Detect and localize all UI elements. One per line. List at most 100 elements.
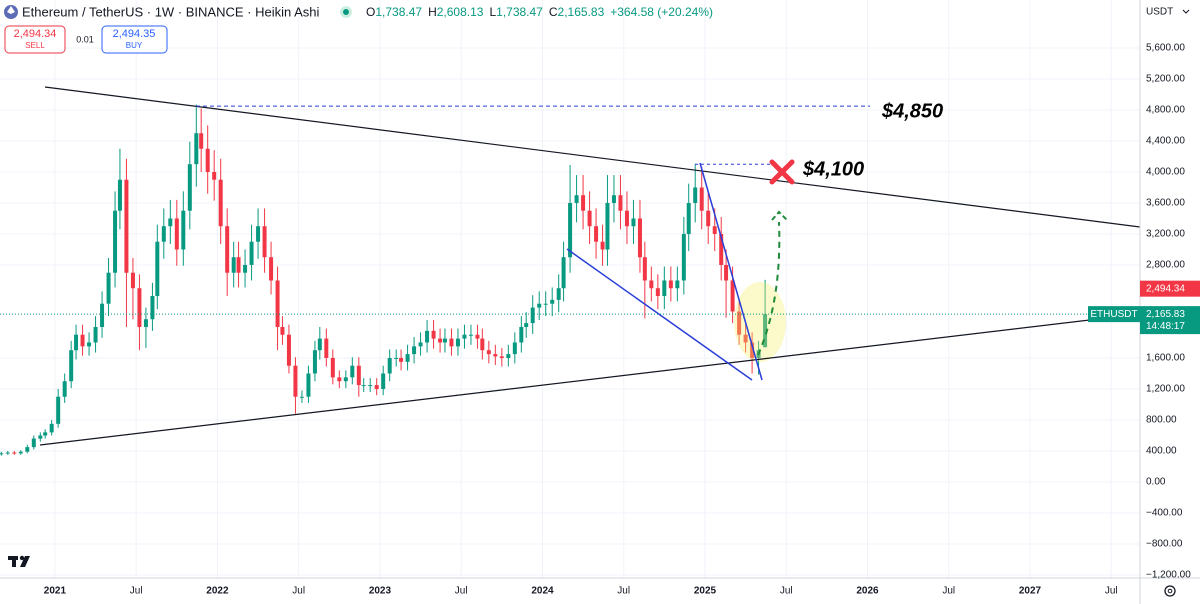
price-tag-label: 2,494.34 bbox=[1146, 283, 1185, 294]
candle-body bbox=[480, 338, 485, 351]
y-tick-label: −1,200.00 bbox=[1146, 570, 1191, 581]
projection-arrowhead bbox=[771, 210, 789, 222]
candle-body bbox=[405, 354, 410, 362]
candle-body bbox=[293, 365, 298, 397]
candle-body bbox=[618, 195, 623, 211]
candle-body bbox=[12, 452, 17, 454]
ohlc-key: O bbox=[366, 5, 375, 19]
candle-body bbox=[49, 423, 54, 433]
buy-button[interactable] bbox=[101, 25, 168, 54]
target-label: $4,100 bbox=[802, 159, 864, 181]
logo-part bbox=[19, 555, 25, 561]
candle-body bbox=[275, 280, 280, 327]
candle-body bbox=[93, 326, 98, 343]
candle-body bbox=[712, 226, 717, 234]
wedge-line bbox=[566, 248, 753, 381]
candle-body bbox=[324, 338, 329, 358]
candle-body bbox=[387, 357, 392, 374]
candle-body bbox=[43, 432, 48, 436]
x-tick-label: 2025 bbox=[694, 586, 717, 597]
x-tick-label: 2026 bbox=[856, 586, 879, 597]
x-tick-label: Jul bbox=[455, 586, 468, 597]
time-axis bbox=[0, 578, 1200, 604]
invalid-mark bbox=[769, 159, 795, 185]
settings-button[interactable] bbox=[1164, 585, 1176, 597]
candle-body bbox=[574, 195, 579, 203]
grid bbox=[0, 0, 1140, 578]
candle-body bbox=[394, 357, 399, 359]
candle-body bbox=[137, 288, 142, 327]
candle-body bbox=[449, 338, 454, 347]
ohlc-value: 1,738.47 bbox=[496, 5, 543, 19]
candle-body bbox=[225, 226, 230, 273]
x-tick-label: 2021 bbox=[44, 586, 67, 597]
candle-body bbox=[418, 342, 423, 347]
candle-body bbox=[486, 350, 491, 355]
candle-body bbox=[236, 257, 241, 273]
ohlc-value: 2,608.13 bbox=[437, 5, 484, 19]
candle-body bbox=[130, 272, 135, 289]
candle-body bbox=[155, 241, 160, 296]
candle-body bbox=[499, 356, 504, 358]
candle-body bbox=[605, 202, 610, 250]
candle-body bbox=[168, 218, 173, 227]
candle-body bbox=[174, 218, 179, 250]
candle-body bbox=[512, 342, 517, 355]
y-tick-label: 3,200.00 bbox=[1146, 229, 1185, 240]
candle-body bbox=[100, 303, 105, 327]
candle-body bbox=[38, 435, 43, 439]
ohlc-value: 1,738.47 bbox=[375, 5, 422, 19]
y-tick-label: 4,800.00 bbox=[1146, 105, 1185, 116]
candle-body bbox=[524, 323, 529, 327]
sell-button[interactable] bbox=[4, 25, 66, 54]
buy-label[interactable]: BUY bbox=[126, 41, 143, 50]
candle-body bbox=[269, 257, 274, 281]
candle-body bbox=[374, 385, 379, 389]
buy-price[interactable]: 2,494.35 bbox=[113, 28, 156, 40]
target-label: $4,850 bbox=[881, 100, 943, 122]
candle-body bbox=[438, 338, 443, 343]
ohlc-legend: O1,738.47 H2,608.13 L1,738.47 C2,165.83 +364… bbox=[366, 5, 713, 19]
currency-caret[interactable] bbox=[1182, 9, 1190, 14]
candle-body bbox=[194, 133, 199, 165]
sell-price[interactable]: 2,494.34 bbox=[14, 28, 57, 40]
candle-body bbox=[5, 452, 10, 454]
candle-body bbox=[561, 257, 566, 289]
x-tick-label: Jul bbox=[942, 586, 955, 597]
y-tick-label: 400.00 bbox=[1146, 446, 1177, 457]
symbol-tag bbox=[1088, 306, 1140, 323]
candle-body bbox=[493, 354, 498, 357]
gear-icon[interactable] bbox=[1164, 585, 1176, 597]
candle-body bbox=[337, 377, 342, 382]
candle-body bbox=[530, 307, 535, 324]
candle-body bbox=[737, 311, 742, 335]
candle-body bbox=[468, 334, 473, 336]
candle-body bbox=[543, 303, 548, 305]
candle-body bbox=[256, 226, 261, 242]
candle-body bbox=[381, 373, 386, 389]
gear-icon[interactable] bbox=[1167, 588, 1173, 594]
currency-selector[interactable]: USDT bbox=[1146, 7, 1173, 18]
candle-body bbox=[62, 381, 67, 397]
candle-body bbox=[686, 202, 691, 234]
candle-body bbox=[719, 233, 724, 265]
candle-body bbox=[699, 187, 704, 211]
candle-body bbox=[262, 226, 267, 258]
candle-body bbox=[350, 365, 355, 378]
ohlc-key: L bbox=[489, 5, 496, 19]
candle-body bbox=[361, 385, 366, 387]
candle-body bbox=[462, 334, 467, 339]
price-tag-label: 2,165.83 bbox=[1146, 309, 1185, 320]
candle-body bbox=[631, 218, 636, 227]
candle-body bbox=[218, 179, 223, 227]
y-tick-label: 0.00 bbox=[1146, 477, 1166, 488]
candle-body bbox=[587, 210, 592, 227]
y-tick-label: 3,600.00 bbox=[1146, 198, 1185, 209]
candle-body bbox=[80, 334, 85, 347]
candle-body bbox=[317, 338, 322, 351]
sell-label[interactable]: SELL bbox=[25, 41, 45, 50]
candle-body bbox=[249, 241, 254, 265]
y-tick-label: 2,800.00 bbox=[1146, 260, 1185, 271]
candle-body bbox=[706, 210, 711, 227]
